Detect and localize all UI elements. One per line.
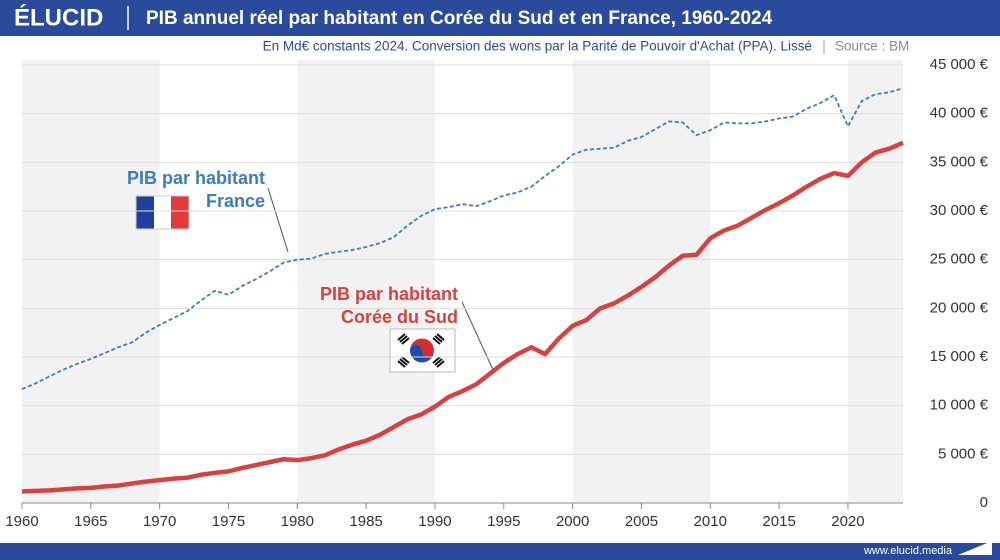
- footer-icon: [958, 541, 992, 555]
- flag-france: [135, 195, 190, 230]
- x-tick-label: 2010: [694, 513, 727, 530]
- chart-title: PIB annuel réel par habitant en Corée du…: [146, 8, 773, 29]
- footer-bar: [0, 543, 1000, 560]
- series-line: [21, 87, 904, 390]
- y-tick-label: 5 000 €: [938, 445, 989, 462]
- leader-line: [461, 301, 495, 373]
- x-tick-label: 2015: [762, 513, 795, 530]
- header-bar: [0, 0, 1000, 36]
- y-tick-label: 0: [980, 494, 988, 511]
- y-tick-label: 25 000 €: [930, 251, 989, 268]
- decade-band: [22, 60, 160, 503]
- decade-band: [297, 60, 435, 503]
- y-tick-label: 15 000 €: [930, 348, 989, 365]
- series-label: PIB par habitant Corée du Sud: [319, 284, 458, 327]
- decade-band: [847, 60, 903, 503]
- flag-korea: [389, 328, 456, 373]
- x-tick-label: 2005: [625, 513, 658, 530]
- x-tick-label: 1985: [349, 513, 382, 530]
- source: Source : BM: [835, 39, 909, 54]
- leader-line: [267, 187, 289, 253]
- x-tick-label: 2000: [556, 513, 589, 530]
- x-tick-label: 1965: [74, 513, 107, 530]
- decade-band: [572, 60, 711, 503]
- x-tick-label: 1995: [487, 513, 520, 530]
- x-tick-label: 1970: [143, 513, 176, 530]
- subtitle: En Md€ constants 2024. Conversion des wo…: [263, 39, 812, 54]
- y-tick-label: 45 000 €: [930, 56, 989, 73]
- x-tick-label: 1960: [5, 513, 38, 530]
- y-tick-label: 30 000 €: [930, 202, 989, 219]
- website: www.elucid.media: [863, 545, 953, 557]
- y-tick-label: 10 000 €: [930, 397, 989, 414]
- x-tick-label: 1975: [212, 513, 245, 530]
- x-tick-label: 2020: [831, 513, 864, 530]
- y-tick-label: 40 000 €: [930, 105, 989, 122]
- logo: ÉLUCID: [14, 3, 103, 31]
- series-line: [21, 140, 904, 494]
- x-tick-label: 1990: [418, 513, 451, 530]
- x-tick-label: 1980: [281, 513, 314, 530]
- y-tick-label: 35 000 €: [930, 153, 989, 170]
- series-label: PIB par habitant France: [126, 168, 265, 211]
- y-tick-label: 20 000 €: [930, 299, 989, 316]
